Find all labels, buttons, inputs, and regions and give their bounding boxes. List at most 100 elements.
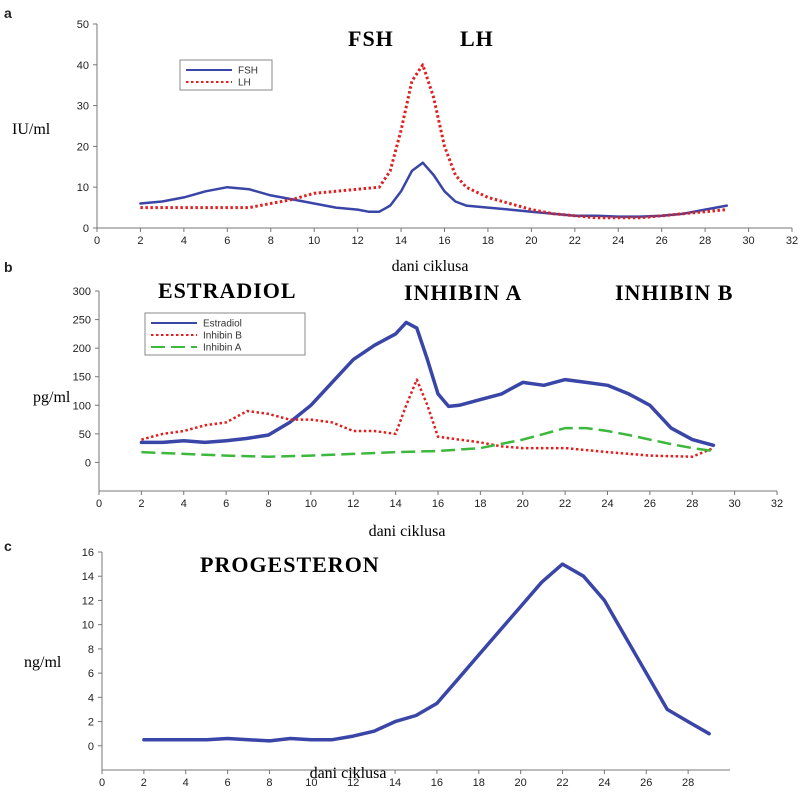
x-tick-label: 0	[96, 498, 102, 510]
y-tick-label: 8	[88, 644, 94, 656]
x-tick-label: 28	[686, 498, 698, 510]
x-tick-label: 20	[525, 235, 537, 247]
x-axis-label: dani ciklusa	[310, 765, 387, 782]
x-tick-label: 12	[347, 498, 359, 510]
x-tick-label: 8	[268, 235, 274, 247]
x-tick-label: 26	[656, 235, 668, 247]
x-tick-label: 16	[432, 498, 444, 510]
x-tick-label: 16	[431, 777, 443, 789]
x-tick-label: 18	[473, 777, 485, 789]
y-tick-label: 50	[77, 19, 89, 31]
x-tick-label: 20	[517, 498, 529, 510]
y-tick-label: 2	[88, 717, 94, 729]
y-tick-label: 10	[77, 182, 89, 194]
x-tick-label: 10	[308, 235, 320, 247]
y-tick-label: 4	[88, 692, 94, 704]
x-tick-label: 30	[729, 498, 741, 510]
chart-heading: ESTRADIOL	[158, 278, 297, 303]
x-tick-label: 2	[141, 777, 147, 789]
y-tick-label: 250	[73, 315, 91, 327]
x-tick-label: 18	[474, 498, 486, 510]
x-axis-label: dani ciklusa	[369, 523, 446, 540]
legend-entry: Estradiol	[203, 319, 242, 330]
y-tick-label: 6	[88, 668, 94, 680]
x-tick-label: 4	[181, 235, 187, 247]
x-tick-label: 14	[395, 235, 407, 247]
x-tick-label: 10	[305, 777, 317, 789]
y-axis-label: pg/ml	[33, 389, 71, 406]
x-tick-label: 20	[515, 777, 527, 789]
x-tick-label: 12	[347, 777, 359, 789]
chart-heading: FSH	[348, 26, 394, 51]
chart-heading: LH	[460, 26, 494, 51]
x-tick-label: 0	[99, 777, 105, 789]
y-tick-label: 100	[73, 400, 91, 412]
y-tick-label: 0	[85, 457, 91, 469]
x-tick-label: 24	[598, 777, 610, 789]
x-tick-label: 8	[265, 498, 271, 510]
x-tick-label: 26	[640, 777, 652, 789]
x-axis-label: dani ciklusa	[392, 258, 469, 275]
series-line-inhibin-a	[141, 426, 714, 458]
panel-letter: a	[4, 5, 12, 21]
series-line-estradiol	[139, 320, 716, 448]
y-tick-label: 50	[79, 429, 91, 441]
chart-heading: PROGESTERON	[200, 552, 380, 577]
y-tick-label: 300	[73, 286, 91, 298]
x-tick-label: 14	[389, 777, 401, 789]
y-tick-label: 150	[73, 372, 91, 384]
y-tick-label: 16	[82, 547, 94, 559]
x-tick-label: 32	[771, 498, 783, 510]
x-tick-label: 28	[699, 235, 711, 247]
chart-heading: INHIBIN A	[404, 280, 522, 305]
panel-letter: b	[4, 259, 13, 275]
series-line-inhibin-b	[141, 378, 714, 458]
y-tick-label: 200	[73, 343, 91, 355]
x-tick-label: 8	[266, 777, 272, 789]
x-tick-label: 12	[352, 235, 364, 247]
y-tick-label: 0	[83, 223, 89, 235]
x-tick-label: 24	[601, 498, 613, 510]
y-tick-label: 0	[88, 741, 94, 753]
series-line-fsh	[139, 161, 729, 218]
x-tick-label: 26	[644, 498, 656, 510]
series-line-lh	[140, 63, 727, 220]
x-tick-label: 2	[138, 498, 144, 510]
x-tick-label: 30	[742, 235, 754, 247]
y-axis-label: IU/ml	[12, 121, 51, 138]
y-tick-label: 14	[82, 571, 94, 583]
legend-entry: LH	[238, 78, 251, 89]
x-tick-label: 4	[181, 498, 187, 510]
x-tick-label: 24	[612, 235, 624, 247]
x-tick-label: 22	[556, 777, 568, 789]
x-tick-label: 22	[569, 235, 581, 247]
y-axis-label: ng/ml	[24, 654, 62, 671]
chart-heading: INHIBIN B	[615, 280, 733, 305]
x-tick-label: 14	[390, 498, 402, 510]
x-tick-label: 10	[305, 498, 317, 510]
x-tick-label: 18	[482, 235, 494, 247]
series-line-progesteron	[142, 562, 711, 743]
y-tick-label: 12	[82, 595, 94, 607]
x-tick-label: 16	[438, 235, 450, 247]
x-tick-label: 6	[225, 777, 231, 789]
y-tick-label: 20	[77, 141, 89, 153]
x-tick-label: 0	[94, 235, 100, 247]
legend-entry: FSH	[238, 66, 258, 77]
x-tick-label: 2	[137, 235, 143, 247]
legend-entry: Inhibin A	[203, 343, 242, 354]
panel-letter: c	[4, 538, 12, 554]
x-tick-label: 22	[559, 498, 571, 510]
y-tick-label: 40	[77, 60, 89, 72]
y-tick-label: 10	[82, 620, 94, 632]
y-tick-label: 30	[77, 101, 89, 113]
x-tick-label: 6	[223, 498, 229, 510]
x-tick-label: 6	[224, 235, 230, 247]
x-tick-label: 28	[682, 777, 694, 789]
